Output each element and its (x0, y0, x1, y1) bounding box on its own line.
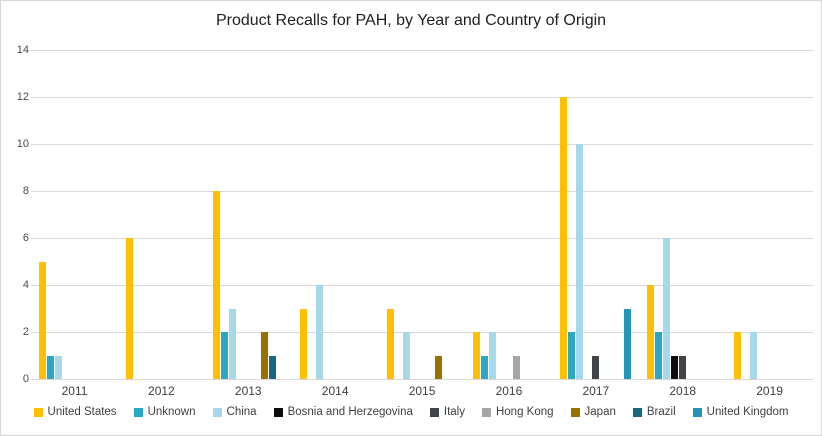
bar-unknown-2011 (46, 355, 54, 379)
legend-label: China (226, 406, 257, 418)
legend-swatch-icon (632, 407, 642, 417)
gridline (31, 50, 813, 51)
bar-united-kingdom-2017 (624, 308, 632, 379)
x-tick-label: 2013 (234, 384, 262, 398)
legend-label: United Kingdom (706, 406, 789, 418)
chart-title: Product Recalls for PAH, by Year and Cou… (215, 12, 607, 29)
x-tick-label: 2012 (148, 384, 175, 398)
bar-united-states-2014 (299, 308, 307, 379)
bar-united-states-2019 (734, 332, 742, 379)
bar-united-states-2012 (125, 238, 133, 379)
bar-italy-2017 (592, 355, 600, 379)
gridline (31, 285, 813, 286)
x-tick-label: 2019 (756, 384, 783, 398)
y-tick-label: 0 (22, 373, 29, 385)
plot-area (31, 50, 813, 380)
y-tick-label: 10 (16, 138, 29, 150)
legend-swatch-icon (33, 407, 43, 417)
x-tick-label: 2016 (495, 384, 523, 398)
bar-unknown-2016 (481, 355, 489, 379)
legend-swatch-icon (273, 407, 283, 417)
bar-united-states-2017 (560, 97, 568, 379)
legend-item-japan: Japan (570, 406, 616, 418)
legend-item-china: China (212, 406, 257, 418)
bar-china-2016 (489, 332, 497, 379)
gridline (31, 144, 813, 145)
legend-swatch-icon (133, 407, 143, 417)
bar-brazil-2013 (268, 355, 276, 379)
bar-unknown-2018 (655, 332, 663, 379)
bar-china-2019 (750, 332, 758, 379)
legend-swatch-icon (212, 407, 222, 417)
legend-swatch-icon (429, 407, 439, 417)
legend-label: Japan (584, 406, 616, 418)
gridline (31, 97, 813, 98)
bar-china-2015 (402, 332, 410, 379)
bar-china-2011 (54, 355, 62, 379)
bar-japan-2015 (434, 355, 442, 379)
bar-unknown-2013 (220, 332, 228, 379)
legend-swatch-icon (570, 407, 580, 417)
gridline (31, 191, 813, 192)
y-tick-label: 2 (22, 326, 29, 338)
x-tick-label: 2015 (408, 384, 436, 398)
legend-item-united-states: United States (33, 406, 117, 418)
bar-china-2017 (576, 144, 584, 379)
y-tick-label: 6 (22, 232, 29, 244)
x-tick-label: 2018 (669, 384, 697, 398)
bar-unknown-2017 (568, 332, 576, 379)
legend-swatch-icon (692, 407, 702, 417)
legend-item-hong-kong: Hong Kong (481, 406, 554, 418)
legend-label: Italy (443, 406, 465, 418)
gridline (31, 379, 813, 380)
bar-united-states-2016 (473, 332, 481, 379)
legend-label: Bosnia and Herzegovina (287, 406, 413, 418)
x-tick-label: 2011 (61, 384, 88, 398)
bar-united-states-2015 (386, 308, 394, 379)
legend-label: United States (47, 406, 117, 418)
legend-label: Brazil (646, 406, 676, 418)
bar-united-states-2018 (647, 285, 655, 379)
bar-united-states-2011 (38, 261, 46, 379)
legend-item-italy: Italy (429, 406, 465, 418)
legend-item-bosnia-and-herzegovina: Bosnia and Herzegovina (273, 406, 413, 418)
gridline (31, 238, 813, 239)
bar-hong-kong-2016 (513, 355, 521, 379)
x-tick-label: 2017 (582, 384, 610, 398)
legend-label: Hong Kong (495, 406, 554, 418)
y-tick-label: 8 (22, 185, 29, 197)
y-tick-label: 4 (22, 279, 29, 291)
bar-united-states-2013 (212, 191, 220, 379)
y-tick-label: 12 (16, 91, 29, 103)
gridline (31, 332, 813, 333)
bar-china-2013 (228, 308, 236, 379)
legend-swatch-icon (481, 407, 491, 417)
bar-china-2018 (663, 238, 671, 379)
bar-china-2014 (315, 285, 323, 379)
legend-item-unknown: Unknown (133, 406, 196, 418)
bar-italy-2018 (679, 355, 687, 379)
legend-item-brazil: Brazil (632, 406, 676, 418)
legend-label: Unknown (147, 406, 196, 418)
bar-bosnia-and-herzegovina-2018 (671, 355, 679, 379)
x-tick-label: 2014 (321, 384, 349, 398)
bar-japan-2013 (260, 332, 268, 379)
legend: United States Unknown China Bosnia and Herz… (1, 406, 821, 418)
y-tick-label: 14 (16, 44, 29, 56)
legend-item-united-kingdom: United Kingdom (692, 406, 789, 418)
